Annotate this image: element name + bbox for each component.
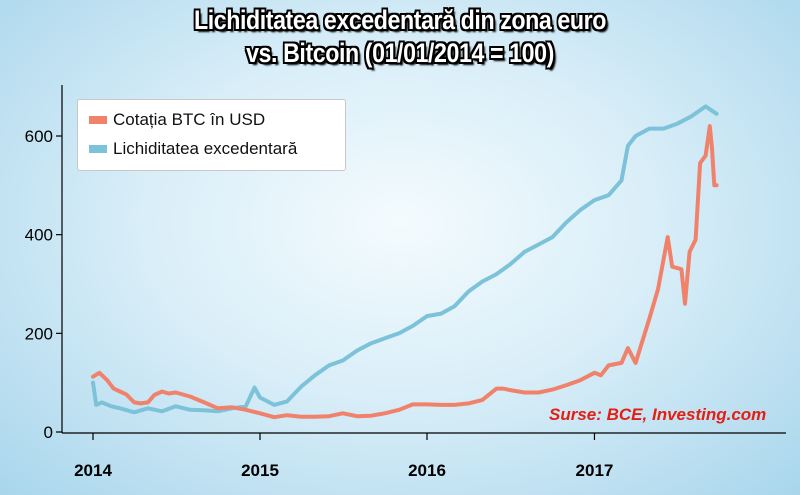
legend-item-liquidity: Lichiditatea excedentară [89,138,297,160]
legend-label-liquidity: Lichiditatea excedentară [113,139,298,158]
y-tick-label: 200 [25,324,53,343]
chart-title: Lichiditatea excedentară din zona euro v… [56,4,744,70]
legend-label-btc: Cotația BTC în USD [113,110,266,129]
legend-item-btc: Cotația BTC în USD [89,109,265,131]
series-line-btc [91,124,719,420]
legend: Cotația BTC în USD Lichiditatea excedent… [77,99,346,171]
x-tick-label: 2014 [74,461,112,480]
x-tick-label: 2015 [241,461,279,480]
series-line-liquidity [91,104,719,415]
source-note: Surse: BCE, Investing.com [549,405,767,424]
y-tick-label: 0 [44,423,53,442]
y-tick-label: 400 [25,226,53,245]
x-tick-label: 2016 [408,461,446,480]
chart-title-line-1: Lichiditatea excedentară din zona euro [193,5,607,35]
legend-swatch-btc [89,116,107,124]
series-layer [91,104,719,420]
axes: 0 200 400 600 2014 2015 2016 2017 [25,85,786,480]
y-tick-label: 600 [25,127,53,146]
legend-swatch-liquidity [89,145,107,153]
x-tick-label: 2017 [576,461,614,480]
chart-title-line-2: vs. Bitcoin (01/01/2014 = 100) [246,38,554,68]
